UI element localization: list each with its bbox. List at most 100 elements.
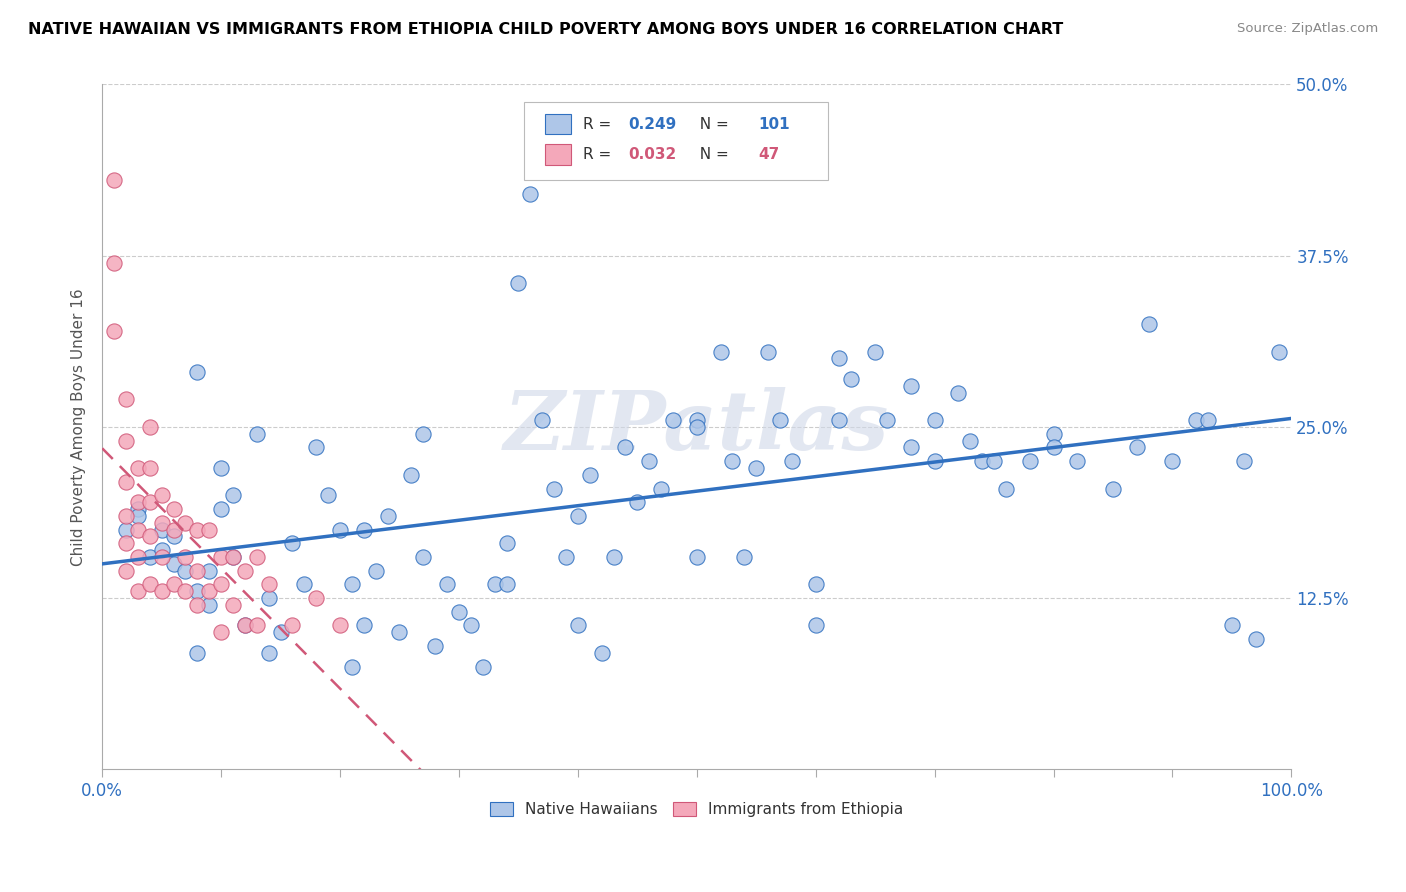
Point bbox=[198, 523, 221, 537]
Text: 0.249: 0.249 bbox=[628, 117, 676, 132]
Point bbox=[174, 564, 197, 578]
Point bbox=[460, 618, 482, 632]
Point bbox=[578, 467, 600, 482]
Point bbox=[650, 482, 672, 496]
Point bbox=[555, 549, 578, 564]
Point bbox=[281, 536, 304, 550]
Point bbox=[150, 516, 173, 530]
Point bbox=[828, 351, 851, 366]
Point bbox=[709, 344, 731, 359]
Point bbox=[198, 584, 221, 599]
Point bbox=[150, 523, 173, 537]
Point bbox=[162, 557, 184, 571]
Point bbox=[246, 549, 269, 564]
Point bbox=[222, 598, 245, 612]
Point bbox=[174, 549, 197, 564]
Point bbox=[769, 413, 792, 427]
Point bbox=[209, 625, 232, 640]
Point bbox=[900, 441, 922, 455]
Point bbox=[127, 523, 149, 537]
Point bbox=[471, 659, 494, 673]
Point bbox=[567, 618, 589, 632]
Point bbox=[329, 523, 352, 537]
Point bbox=[1125, 441, 1147, 455]
Point bbox=[436, 577, 458, 591]
Point bbox=[924, 413, 946, 427]
Text: R =: R = bbox=[582, 147, 616, 161]
Point bbox=[401, 467, 423, 482]
Point bbox=[353, 618, 375, 632]
Point bbox=[340, 659, 363, 673]
Text: NATIVE HAWAIIAN VS IMMIGRANTS FROM ETHIOPIA CHILD POVERTY AMONG BOYS UNDER 16 CO: NATIVE HAWAIIAN VS IMMIGRANTS FROM ETHIO… bbox=[28, 22, 1063, 37]
Point bbox=[1185, 413, 1208, 427]
Point bbox=[209, 502, 232, 516]
Point bbox=[1197, 413, 1219, 427]
Point bbox=[377, 508, 399, 523]
Point bbox=[495, 536, 517, 550]
Point bbox=[270, 625, 292, 640]
Point bbox=[222, 549, 245, 564]
Point bbox=[246, 618, 269, 632]
Point bbox=[567, 508, 589, 523]
Point bbox=[388, 625, 411, 640]
Point bbox=[233, 564, 256, 578]
Text: N =: N = bbox=[689, 117, 734, 132]
Point bbox=[150, 584, 173, 599]
Point bbox=[115, 536, 138, 550]
Point bbox=[983, 454, 1005, 468]
Text: 101: 101 bbox=[759, 117, 790, 132]
Point bbox=[638, 454, 661, 468]
Point bbox=[756, 344, 779, 359]
Point bbox=[186, 365, 208, 379]
Point bbox=[876, 413, 898, 427]
Point bbox=[127, 508, 149, 523]
Y-axis label: Child Poverty Among Boys Under 16: Child Poverty Among Boys Under 16 bbox=[72, 288, 86, 566]
Point bbox=[186, 564, 208, 578]
Point bbox=[127, 549, 149, 564]
Point bbox=[115, 508, 138, 523]
Point bbox=[174, 584, 197, 599]
Point bbox=[198, 564, 221, 578]
Point bbox=[115, 475, 138, 489]
Point bbox=[733, 549, 755, 564]
Text: R =: R = bbox=[582, 117, 616, 132]
Point bbox=[1244, 632, 1267, 647]
Point bbox=[139, 577, 162, 591]
Point bbox=[626, 495, 648, 509]
Point bbox=[519, 187, 541, 202]
Point bbox=[139, 461, 162, 475]
Text: Source: ZipAtlas.com: Source: ZipAtlas.com bbox=[1237, 22, 1378, 36]
Point bbox=[900, 378, 922, 392]
Point bbox=[257, 577, 280, 591]
Text: 0.032: 0.032 bbox=[628, 147, 676, 161]
Point bbox=[115, 523, 138, 537]
Text: ZIPatlas: ZIPatlas bbox=[503, 387, 890, 467]
Point bbox=[686, 549, 709, 564]
Point bbox=[209, 461, 232, 475]
Point bbox=[721, 454, 744, 468]
Point bbox=[127, 495, 149, 509]
Point bbox=[103, 255, 125, 269]
Point bbox=[1066, 454, 1088, 468]
Point bbox=[1268, 344, 1291, 359]
Point bbox=[353, 523, 375, 537]
Point bbox=[425, 639, 447, 653]
FancyBboxPatch shape bbox=[544, 144, 571, 164]
Point bbox=[150, 543, 173, 558]
Point bbox=[591, 646, 613, 660]
Point bbox=[495, 577, 517, 591]
Point bbox=[1018, 454, 1040, 468]
Point bbox=[863, 344, 886, 359]
Point bbox=[614, 441, 637, 455]
Point bbox=[233, 618, 256, 632]
Point bbox=[484, 577, 506, 591]
Point bbox=[1220, 618, 1243, 632]
Point bbox=[103, 324, 125, 338]
Legend: Native Hawaiians, Immigrants from Ethiopia: Native Hawaiians, Immigrants from Ethiop… bbox=[484, 796, 910, 823]
Point bbox=[127, 461, 149, 475]
Point bbox=[364, 564, 387, 578]
Point bbox=[1102, 482, 1125, 496]
Text: N =: N = bbox=[689, 147, 734, 161]
Point bbox=[662, 413, 685, 427]
FancyBboxPatch shape bbox=[524, 102, 828, 180]
